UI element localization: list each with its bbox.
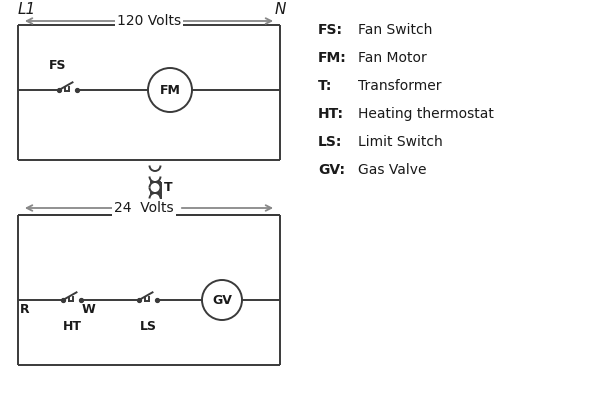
Text: T: T [163, 181, 172, 194]
Text: LS: LS [139, 320, 156, 333]
Text: HT: HT [63, 320, 81, 333]
Text: L1: L1 [18, 2, 36, 17]
Text: Heating thermostat: Heating thermostat [358, 107, 494, 121]
Text: Gas Valve: Gas Valve [358, 163, 427, 177]
Text: N: N [274, 2, 286, 17]
Text: LS:: LS: [318, 135, 342, 149]
Text: GV: GV [212, 294, 232, 306]
Text: GV:: GV: [318, 163, 345, 177]
Text: FM:: FM: [318, 51, 347, 65]
Text: Fan Motor: Fan Motor [358, 51, 427, 65]
Text: 24  Volts: 24 Volts [114, 201, 174, 215]
Text: HT:: HT: [318, 107, 344, 121]
Text: Transformer: Transformer [358, 79, 441, 93]
Text: W: W [82, 303, 96, 316]
Text: 120 Volts: 120 Volts [117, 14, 181, 28]
Text: R: R [20, 303, 30, 316]
Text: T:: T: [318, 79, 332, 93]
Text: FS:: FS: [318, 23, 343, 37]
Text: Limit Switch: Limit Switch [358, 135, 442, 149]
Text: Fan Switch: Fan Switch [358, 23, 432, 37]
Text: FM: FM [159, 84, 181, 96]
Text: FS: FS [49, 59, 67, 72]
